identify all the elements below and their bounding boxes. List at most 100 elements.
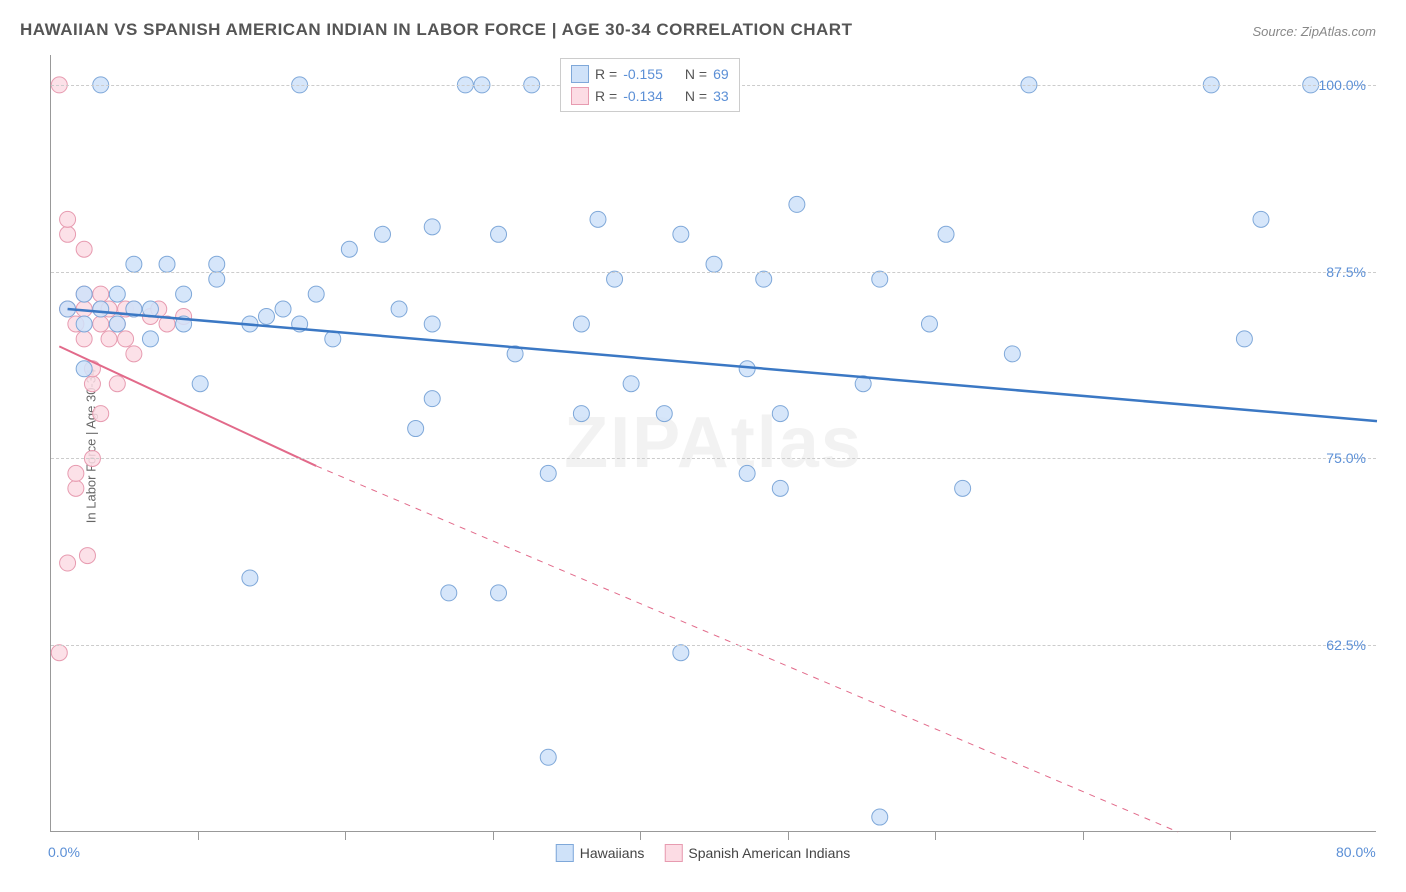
chart-title: HAWAIIAN VS SPANISH AMERICAN INDIAN IN L… bbox=[20, 20, 852, 40]
data-point bbox=[623, 376, 639, 392]
x-tick bbox=[788, 832, 789, 840]
data-point bbox=[176, 286, 192, 302]
data-point bbox=[955, 480, 971, 496]
data-point bbox=[142, 331, 158, 347]
data-point bbox=[109, 376, 125, 392]
data-point bbox=[921, 316, 937, 332]
x-tick bbox=[640, 832, 641, 840]
data-point bbox=[656, 406, 672, 422]
data-point bbox=[408, 421, 424, 437]
data-point bbox=[872, 271, 888, 287]
data-point bbox=[789, 196, 805, 212]
data-point bbox=[76, 241, 92, 257]
x-tick-label: 0.0% bbox=[48, 844, 80, 860]
data-point bbox=[491, 226, 507, 242]
y-tick-label: 100.0% bbox=[1319, 77, 1366, 93]
gridline bbox=[51, 272, 1376, 273]
stat-r-label: R = bbox=[595, 88, 617, 104]
data-point bbox=[76, 361, 92, 377]
source-attribution: Source: ZipAtlas.com bbox=[1252, 24, 1376, 39]
data-point bbox=[76, 331, 92, 347]
data-point bbox=[76, 286, 92, 302]
data-point bbox=[118, 331, 134, 347]
y-tick-label: 87.5% bbox=[1326, 264, 1366, 280]
stat-n-label: N = bbox=[685, 88, 707, 104]
x-tick bbox=[935, 832, 936, 840]
data-point bbox=[60, 555, 76, 571]
y-tick-label: 62.5% bbox=[1326, 637, 1366, 653]
data-point bbox=[109, 316, 125, 332]
data-point bbox=[126, 346, 142, 362]
data-point bbox=[242, 570, 258, 586]
stat-r-value: -0.155 bbox=[623, 66, 663, 82]
x-tick bbox=[198, 832, 199, 840]
plot-area: ZIPAtlas bbox=[50, 55, 1376, 832]
data-point bbox=[93, 406, 109, 422]
legend-label: Spanish American Indians bbox=[688, 845, 850, 861]
data-point bbox=[1253, 211, 1269, 227]
data-point bbox=[126, 256, 142, 272]
data-point bbox=[424, 391, 440, 407]
legend-item: Spanish American Indians bbox=[664, 844, 850, 862]
data-point bbox=[739, 465, 755, 481]
data-point bbox=[573, 406, 589, 422]
y-tick-label: 75.0% bbox=[1326, 450, 1366, 466]
data-point bbox=[209, 256, 225, 272]
stat-r-value: -0.134 bbox=[623, 88, 663, 104]
data-point bbox=[68, 465, 84, 481]
data-point bbox=[590, 211, 606, 227]
data-point bbox=[60, 226, 76, 242]
data-point bbox=[1236, 331, 1252, 347]
legend-item: Hawaiians bbox=[556, 844, 645, 862]
series-legend: Hawaiians Spanish American Indians bbox=[556, 844, 850, 862]
data-point bbox=[673, 645, 689, 661]
x-tick bbox=[1230, 832, 1231, 840]
data-point bbox=[673, 226, 689, 242]
data-point bbox=[540, 749, 556, 765]
legend-swatch bbox=[664, 844, 682, 862]
data-point bbox=[109, 286, 125, 302]
legend-label: Hawaiians bbox=[580, 845, 645, 861]
data-point bbox=[60, 211, 76, 227]
data-point bbox=[159, 256, 175, 272]
data-point bbox=[101, 331, 117, 347]
data-point bbox=[76, 316, 92, 332]
data-point bbox=[93, 286, 109, 302]
data-point bbox=[1004, 346, 1020, 362]
data-point bbox=[84, 376, 100, 392]
stat-n-value: 33 bbox=[713, 88, 729, 104]
data-point bbox=[192, 376, 208, 392]
data-point bbox=[756, 271, 772, 287]
legend-swatch bbox=[556, 844, 574, 862]
legend-swatch bbox=[571, 87, 589, 105]
legend-row: R = -0.134 N = 33 bbox=[571, 85, 729, 107]
x-tick-label: 80.0% bbox=[1336, 844, 1376, 860]
chart-svg bbox=[51, 55, 1376, 831]
data-point bbox=[491, 585, 507, 601]
data-point bbox=[51, 645, 67, 661]
data-point bbox=[424, 316, 440, 332]
data-point bbox=[93, 301, 109, 317]
legend-row: R = -0.155 N = 69 bbox=[571, 63, 729, 85]
data-point bbox=[706, 256, 722, 272]
data-point bbox=[938, 226, 954, 242]
data-point bbox=[607, 271, 623, 287]
data-point bbox=[308, 286, 324, 302]
data-point bbox=[540, 465, 556, 481]
data-point bbox=[424, 219, 440, 235]
gridline bbox=[51, 645, 1376, 646]
x-tick bbox=[1083, 832, 1084, 840]
data-point bbox=[573, 316, 589, 332]
stat-n-value: 69 bbox=[713, 66, 729, 82]
data-point bbox=[772, 480, 788, 496]
data-point bbox=[375, 226, 391, 242]
data-point bbox=[79, 548, 95, 564]
legend-swatch bbox=[571, 65, 589, 83]
data-point bbox=[209, 271, 225, 287]
data-point bbox=[275, 301, 291, 317]
data-point bbox=[441, 585, 457, 601]
data-point bbox=[391, 301, 407, 317]
data-point bbox=[772, 406, 788, 422]
correlation-legend: R = -0.155 N = 69 R = -0.134 N = 33 bbox=[560, 58, 740, 112]
data-point bbox=[68, 480, 84, 496]
